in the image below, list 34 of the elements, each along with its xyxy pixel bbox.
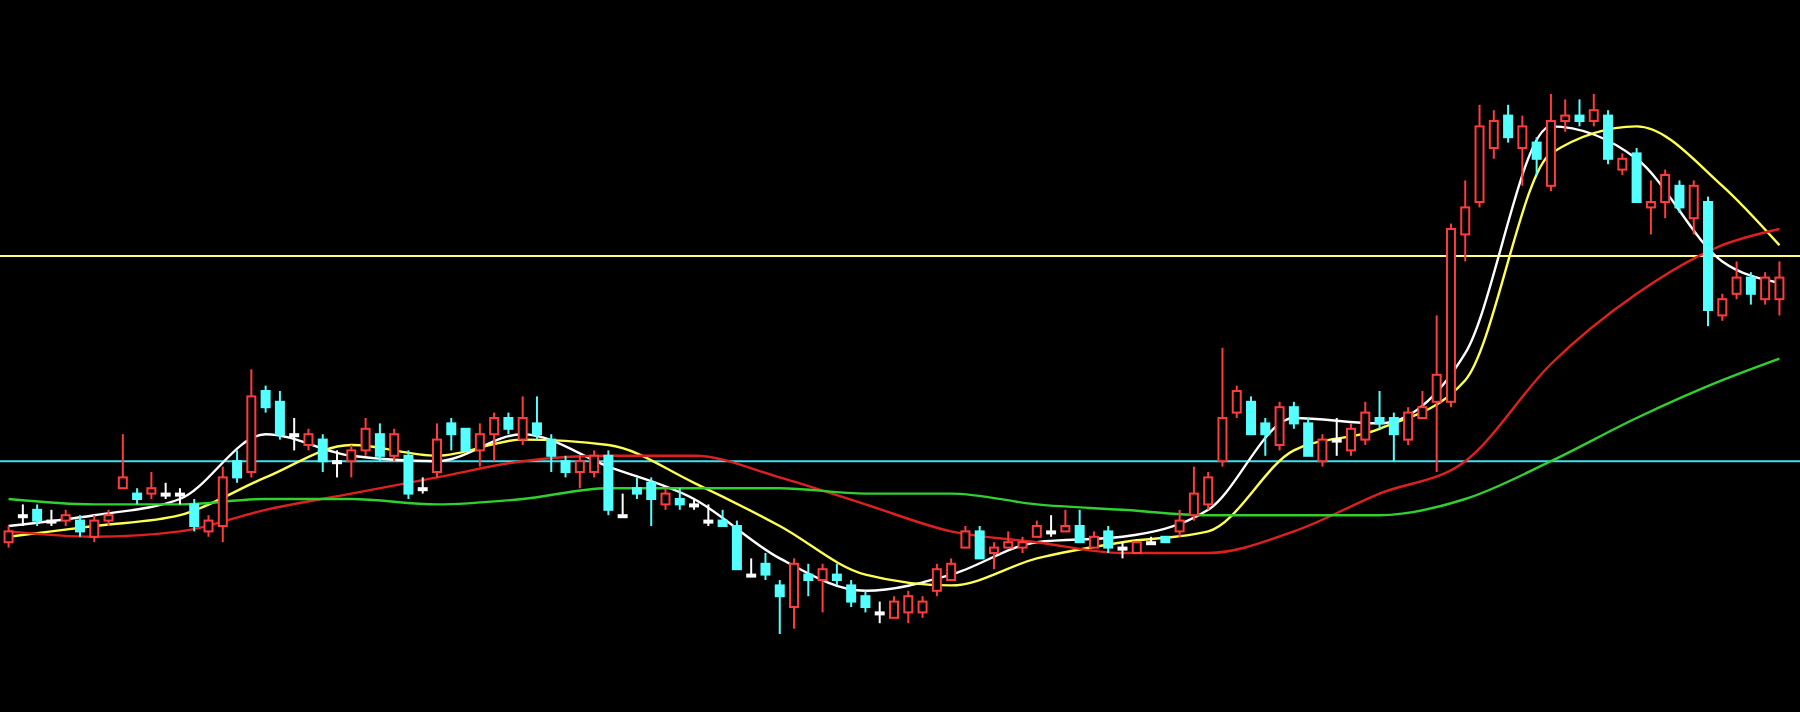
candlestick [1745, 271, 1756, 306]
candlestick [988, 541, 999, 571]
candlestick [1317, 433, 1328, 468]
candlestick [474, 422, 485, 468]
candlestick [1531, 136, 1542, 176]
candlestick [1760, 271, 1771, 306]
candlestick [1674, 179, 1685, 214]
candlestick [317, 433, 328, 473]
candlestick [203, 514, 214, 538]
candlestick [1431, 314, 1442, 473]
candlestick [1560, 98, 1571, 133]
candlestick [1188, 465, 1199, 522]
candlestick [660, 487, 671, 511]
candlestick [803, 562, 814, 598]
candlestick [531, 395, 542, 441]
candlestick [674, 487, 685, 511]
candlestick [1503, 103, 1514, 144]
candlestick [917, 595, 928, 619]
candlestick [1374, 390, 1385, 430]
candlestick [1174, 508, 1185, 538]
candlestick [1488, 109, 1499, 160]
candlestick [232, 449, 243, 484]
candlestick [646, 476, 657, 527]
candlestick [1217, 346, 1228, 468]
candlestick [1346, 422, 1356, 457]
candlestick [1688, 179, 1699, 236]
candlestick [1645, 179, 1656, 236]
candlestick [274, 390, 285, 441]
candlestick [1460, 179, 1471, 263]
candlestick [360, 417, 371, 457]
candlestick [1774, 260, 1785, 317]
candlestick [789, 557, 800, 630]
candlestick [74, 514, 85, 538]
candlestick [546, 433, 557, 473]
